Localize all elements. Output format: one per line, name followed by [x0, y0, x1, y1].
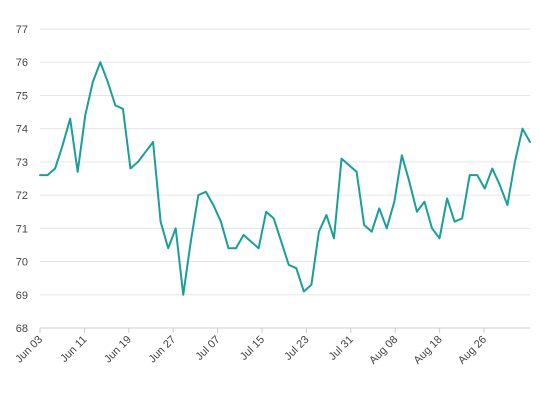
- x-tick-label: Aug 08: [367, 334, 400, 367]
- y-tick-label: 70: [16, 257, 28, 269]
- x-tick-label: Jul 15: [238, 334, 267, 363]
- x-tick-label: Jun 27: [146, 334, 178, 366]
- y-tick-label: 76: [16, 57, 28, 69]
- y-tick-label: 74: [16, 124, 28, 136]
- x-tick-label: Jun 19: [102, 334, 134, 366]
- y-tick-label: 73: [16, 157, 28, 169]
- y-tick-label: 69: [16, 290, 28, 302]
- y-tick-label: 72: [16, 190, 28, 202]
- y-tick-label: 68: [16, 323, 28, 335]
- y-tick-label: 75: [16, 90, 28, 102]
- y-tick-label: 71: [16, 223, 28, 235]
- series-line: [39, 61, 531, 296]
- x-tick-labels: Jun 03 Jun 11 Jun 19 Jun 27 Jul 07 Jul 15 Jul …: [13, 334, 489, 367]
- x-tick-label: Aug 26: [456, 334, 489, 367]
- x-tick-label: Aug 18: [412, 334, 445, 367]
- x-tick-label: Jun 03: [13, 334, 45, 366]
- y-tick-label: 77: [16, 24, 28, 36]
- axes: [39, 327, 530, 333]
- x-tick-label: Jun 11: [58, 334, 89, 365]
- grid-lines: [40, 28, 530, 296]
- x-tick-label: Jul 31: [327, 334, 356, 363]
- y-tick-labels: 68 69 70 71 72 73 74 75 76 77: [16, 24, 28, 335]
- series-layer: [39, 61, 531, 296]
- x-tick-label: Jul 23: [282, 334, 311, 363]
- x-tick-label: Jul 07: [193, 334, 222, 363]
